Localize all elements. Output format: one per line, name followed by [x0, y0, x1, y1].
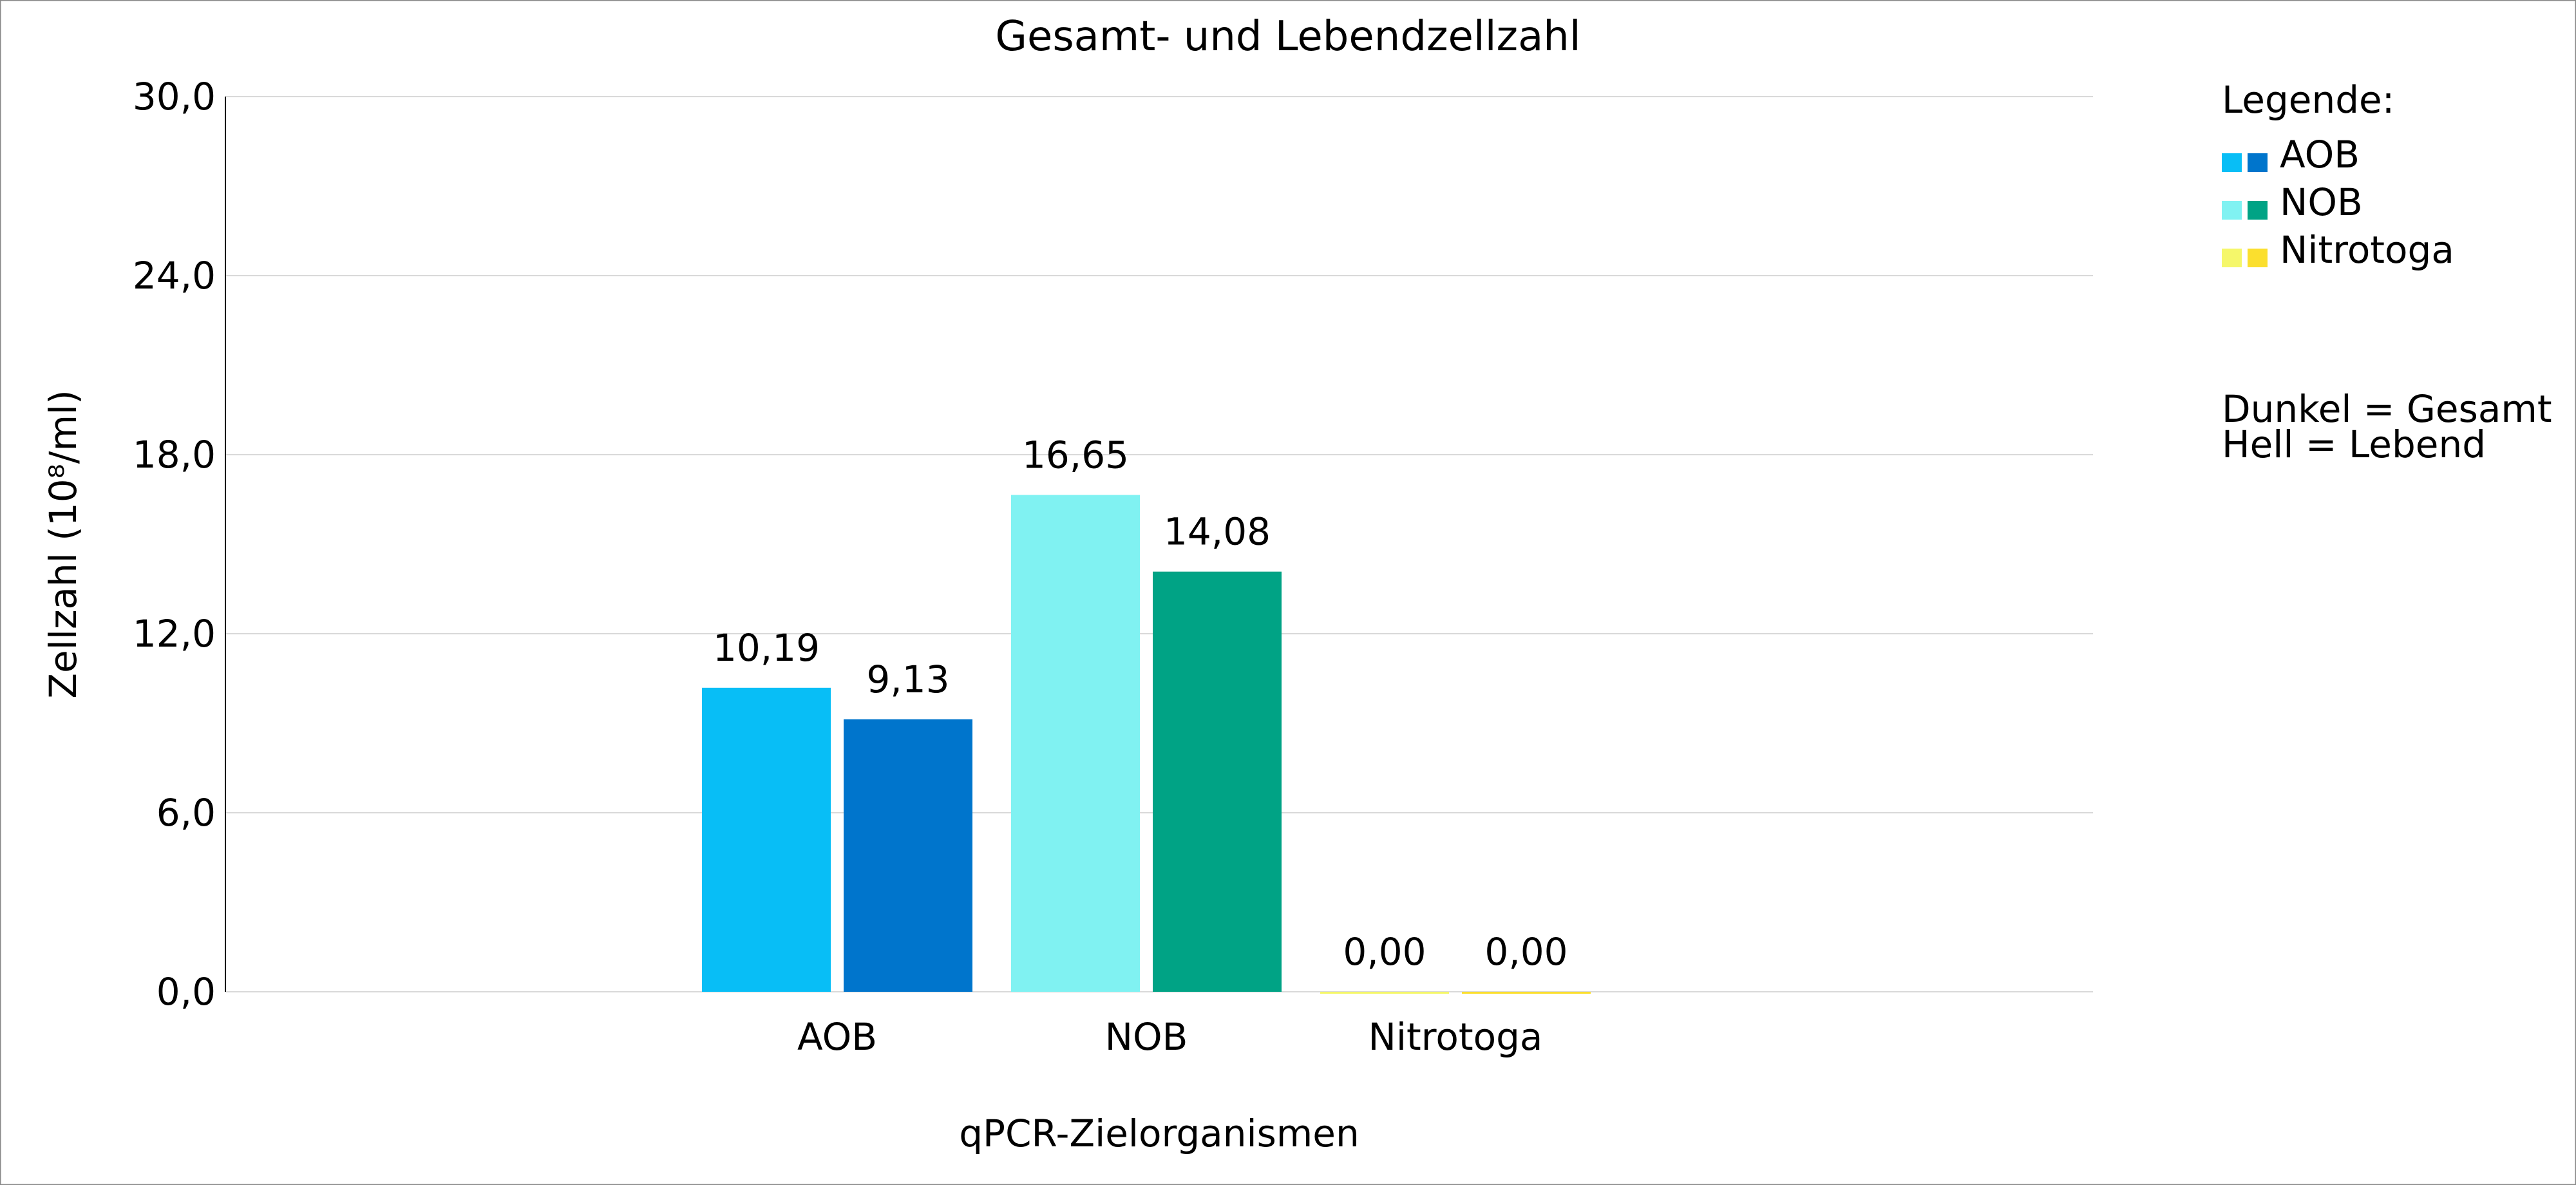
- y-tick-label: 12,0: [133, 612, 216, 656]
- bars: 10,19 9,13 16,65 14,08 0,00 0,00: [702, 433, 1591, 994]
- data-label: 0,00: [1343, 930, 1426, 974]
- legend-swatch-dark: [2248, 153, 2268, 172]
- x-tick-label: Nitrotoga: [1368, 1015, 1543, 1059]
- legend-swatch-dark: [2248, 201, 2268, 220]
- x-tick-label: NOB: [1105, 1015, 1188, 1059]
- y-tick-label: 30,0: [133, 75, 216, 118]
- bar-nitrotoga-gesamt: [1462, 992, 1591, 994]
- data-label: 10,19: [713, 626, 820, 670]
- legend-swatch-light: [2222, 249, 2242, 267]
- bar-nitrotoga-lebend: [1320, 992, 1449, 994]
- chart-title: Gesamt- und Lebendzellzahl: [995, 13, 1580, 61]
- y-tick-labels: 0,0 6,0 12,0 18,0 24,0 30,0: [133, 75, 216, 1014]
- legend-swatch-dark: [2248, 249, 2268, 267]
- bar-aob-lebend: [702, 687, 831, 992]
- bar-aob-gesamt: [844, 719, 972, 992]
- data-label: 9,13: [866, 658, 949, 701]
- y-tick-label: 24,0: [133, 254, 216, 298]
- legend-note-dark: Dunkel = Gesamt: [2222, 387, 2552, 431]
- x-tick-labels: AOB NOB Nitrotoga: [797, 1015, 1543, 1059]
- bar-nob-lebend: [1011, 495, 1140, 992]
- y-axis-title: Zellzahl (10⁸/ml): [41, 390, 85, 698]
- legend-swatch-light: [2222, 201, 2242, 220]
- x-axis-title: qPCR-Zielorganismen: [959, 1112, 1359, 1155]
- x-tick-label: AOB: [797, 1015, 877, 1059]
- y-tick-label: 0,0: [156, 970, 216, 1014]
- data-label: 16,65: [1022, 433, 1129, 477]
- legend-label: NOB: [2280, 180, 2363, 224]
- legend-note-light: Hell = Lebend: [2222, 422, 2486, 466]
- y-tick-label: 6,0: [156, 791, 216, 835]
- legend: Legende: Dunkel = Gesamt Hell = Lebend A…: [2222, 78, 2552, 466]
- legend-title: Legende:: [2222, 78, 2394, 122]
- data-label: 14,08: [1164, 510, 1271, 554]
- legend-label: Nitrotoga: [2280, 228, 2454, 272]
- legend-label: AOB: [2280, 133, 2360, 176]
- data-label: 0,00: [1484, 930, 1567, 974]
- legend-swatch-light: [2222, 153, 2242, 172]
- y-tick-label: 18,0: [133, 433, 216, 477]
- bar-nob-gesamt: [1153, 571, 1282, 992]
